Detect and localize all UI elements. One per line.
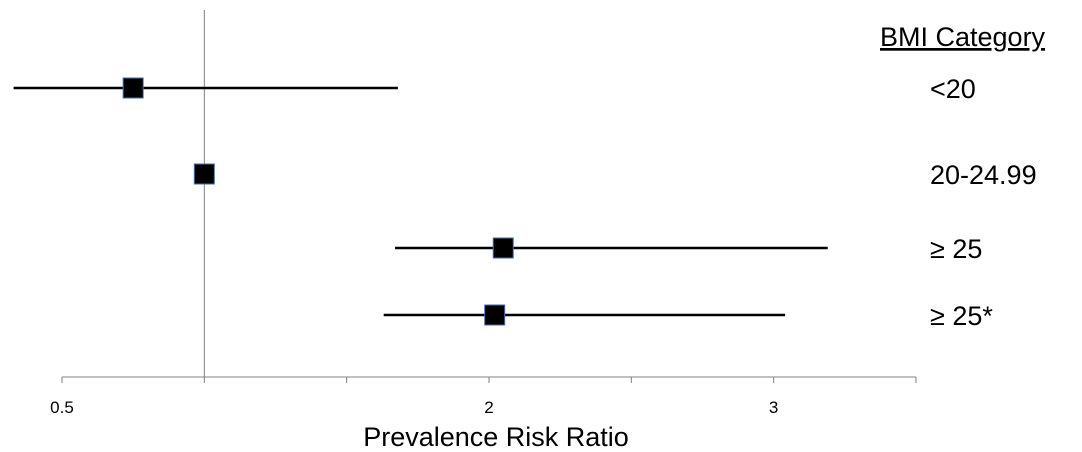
data-rows: <20 20-24.99 ≥ 25 ≥ 25* [13, 74, 1037, 331]
category-label: ≥ 25 [930, 234, 982, 264]
x-tick-label: 2 [484, 398, 493, 417]
point-estimate-marker [122, 77, 144, 99]
x-tick-label: 3 [769, 398, 778, 417]
x-axis-title: Prevalence Risk Ratio [363, 422, 629, 452]
point-estimate-marker [484, 304, 506, 326]
category-label: ≥ 25* [930, 301, 993, 331]
x-tick-label: 0.5 [50, 398, 74, 417]
category-label: <20 [930, 74, 976, 104]
category-label: 20-24.99 [930, 160, 1037, 190]
x-axis-ticks: 0.5 2 3 [50, 377, 917, 417]
point-estimate-marker [492, 237, 514, 259]
point-estimate-marker [193, 163, 215, 185]
legend-title: BMI Category [880, 22, 1046, 52]
